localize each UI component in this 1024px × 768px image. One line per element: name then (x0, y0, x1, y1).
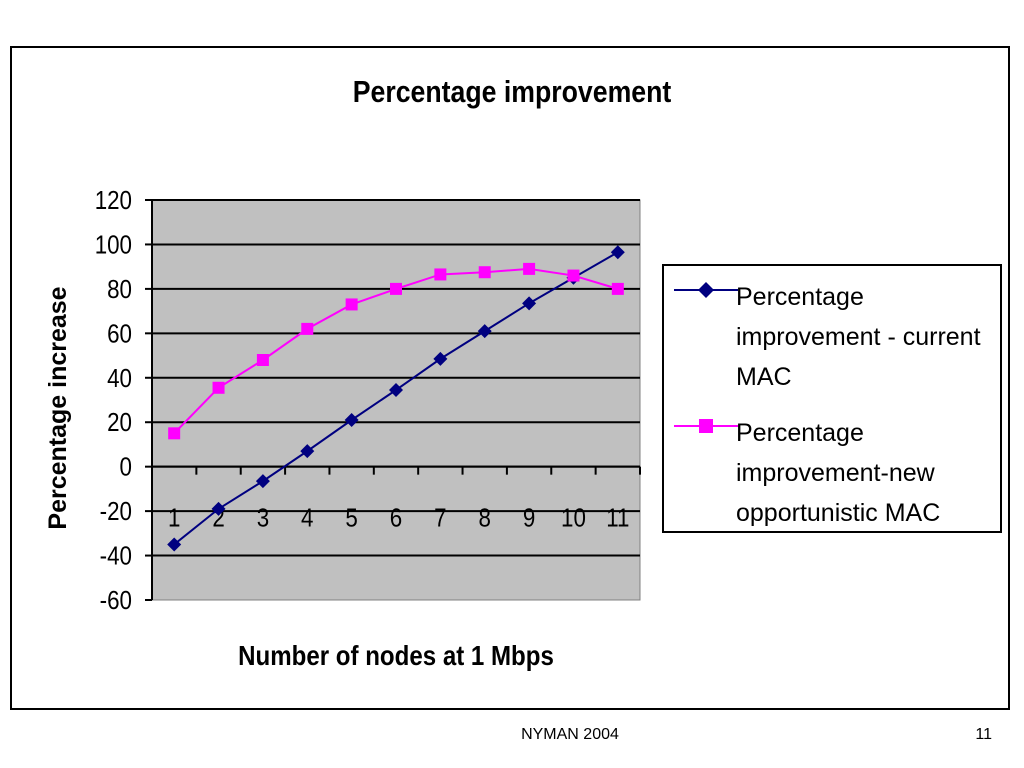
y-tick-label: 120 (95, 186, 132, 215)
y-tick-label: 80 (107, 275, 132, 304)
y-tick-label: 60 (107, 320, 132, 349)
x-tick-label: 7 (434, 504, 446, 533)
data-point-square (523, 262, 536, 275)
data-point-square (212, 381, 225, 394)
data-point-square (478, 266, 491, 279)
plot-area (151, 199, 641, 601)
y-axis-label: Percentage increase (44, 286, 72, 530)
x-tick-label: 4 (301, 504, 313, 533)
y-tick-label: 20 (107, 409, 132, 438)
y-tick-label: -20 (100, 498, 132, 527)
legend-label-line-1: Percentage (736, 419, 864, 447)
x-tick-label: 3 (257, 504, 269, 533)
x-tick-label: 1 (168, 504, 180, 533)
legend-label-line-1: Percentage (736, 283, 864, 311)
legend-label-line-3: MAC (736, 363, 792, 391)
x-tick-label: 6 (390, 504, 402, 533)
data-point-diamond (300, 444, 315, 459)
data-point-square (345, 298, 358, 311)
footer-author: NYMAN 2004 (521, 726, 619, 743)
data-point-diamond (211, 501, 226, 516)
chart-title: Percentage improvement (352, 74, 672, 109)
data-point-diamond (610, 245, 625, 260)
x-tick-label: 10 (561, 504, 586, 533)
data-point-square (567, 269, 580, 282)
data-point-square (256, 354, 269, 366)
legend-square-marker (674, 419, 738, 433)
data-point-diamond (344, 413, 359, 427)
legend-label-line-2: improvement-new (736, 459, 935, 487)
y-tick-label: 40 (107, 364, 132, 393)
data-point-square (301, 322, 314, 335)
data-point-diamond (477, 324, 492, 339)
y-tick-label: 0 (120, 453, 132, 482)
x-tick-label: 9 (523, 504, 535, 533)
legend-label-line-3: opportunistic MAC (736, 499, 941, 527)
data-point-diamond (167, 537, 182, 552)
data-point-square (434, 268, 447, 281)
data-point-diamond (255, 474, 270, 489)
data-point-diamond (433, 351, 448, 366)
data-point-diamond (522, 296, 537, 311)
x-axis-label: Number of nodes at 1 Mbps (238, 640, 554, 671)
x-tick-label: 11 (606, 504, 629, 533)
legend-label-line-2: improvement - current (736, 323, 981, 351)
data-point-square (611, 282, 624, 295)
legend-diamond-marker (674, 282, 738, 298)
y-tick-label: -60 (100, 586, 132, 615)
data-point-diamond (389, 383, 403, 397)
data-point-square (390, 282, 402, 295)
data-point-square (168, 427, 181, 440)
page-number: 11 (975, 726, 992, 743)
x-tick-label: 8 (479, 504, 491, 533)
legend: Percentage improvement - current MAC Per… (662, 264, 1002, 533)
x-tick-label: 5 (345, 504, 357, 533)
y-tick-label: -40 (100, 542, 132, 571)
y-tick-label: 100 (95, 231, 132, 260)
